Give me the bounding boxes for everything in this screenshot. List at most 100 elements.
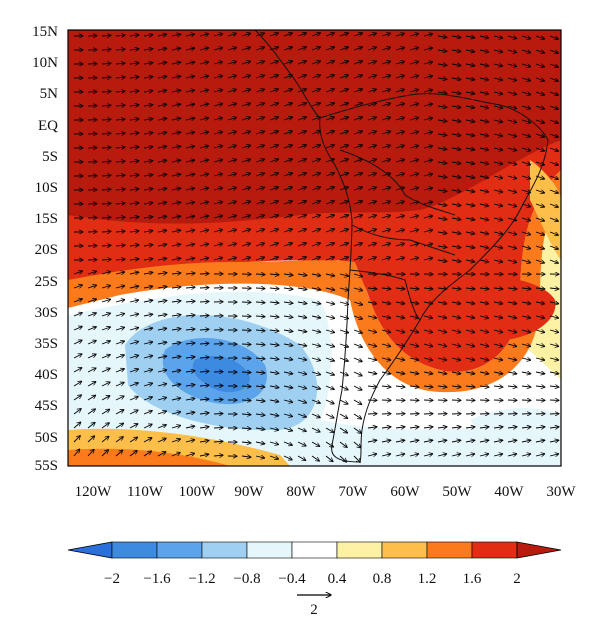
wind-vector (549, 105, 558, 109)
wind-vector (451, 36, 461, 38)
wind-vector (409, 104, 419, 107)
wind-vector (451, 204, 461, 206)
wind-vector (549, 288, 559, 289)
wind-vector (73, 299, 82, 303)
colorbar: −2 −1.6 −1.2 −0.8 −0.4 0.4 0.8 1.2 1.6 2 (67, 541, 562, 587)
wind-vector (325, 131, 335, 134)
wind-vector (521, 92, 531, 95)
wind-vector (395, 215, 405, 218)
wind-vector (479, 358, 489, 360)
wind-vector (535, 64, 545, 67)
wind-vector (325, 243, 335, 246)
wind-vector (409, 132, 419, 135)
wind-vector (185, 230, 195, 232)
wind-vector (255, 400, 265, 401)
wind-vector (437, 92, 447, 93)
wind-vector (143, 77, 153, 78)
wind-vector (283, 33, 293, 36)
wind-vector (115, 382, 124, 387)
wind-vector (297, 257, 307, 260)
wind-vector (479, 36, 489, 38)
wind-vector (143, 203, 153, 204)
wind-vector (101, 175, 111, 176)
wind-vector (423, 76, 433, 78)
coastline-south-america (319, 93, 549, 463)
wind-vector (507, 372, 517, 374)
wind-vector (507, 316, 517, 318)
wind-vector (241, 159, 251, 162)
wind-vector (101, 217, 111, 218)
wind-vector (493, 288, 503, 289)
wind-vector (101, 313, 111, 316)
wind-vector (157, 438, 166, 443)
wind-vector (115, 175, 125, 176)
wind-vector (115, 119, 125, 120)
wind-vector (297, 131, 307, 134)
wind-vector (549, 91, 558, 95)
wind-vector (507, 190, 517, 193)
wind-vector (507, 36, 517, 39)
wind-vector (395, 257, 405, 260)
wind-vector (115, 327, 125, 330)
wind-vector (437, 134, 447, 135)
wind-vector (185, 315, 195, 316)
wind-vector (115, 133, 125, 134)
wind-vector (353, 201, 363, 204)
wind-vector (367, 229, 377, 232)
wind-vector (171, 273, 181, 274)
wind-vector (479, 330, 489, 332)
wind-vector (423, 216, 433, 218)
wind-vector (339, 243, 349, 246)
wind-vector (213, 76, 223, 78)
wind-vector (185, 329, 195, 330)
wind-vector (269, 75, 279, 78)
wind-vector (507, 218, 517, 221)
wind-vector (87, 327, 96, 331)
wind-vector (101, 133, 111, 134)
wind-vector (185, 146, 195, 148)
wind-vector (451, 440, 461, 442)
wind-vector (535, 288, 545, 289)
wind-vector (311, 187, 321, 190)
wind-vector (493, 148, 503, 150)
wind-vector (549, 119, 558, 123)
wind-vector (171, 398, 181, 400)
wind-vector (535, 386, 545, 387)
wind-vector (353, 145, 363, 148)
wind-vector (157, 328, 167, 330)
map-frame (67, 29, 562, 467)
wind-vector (521, 148, 531, 151)
wind-vector (255, 75, 265, 78)
wind-vector (101, 189, 111, 190)
wind-vector (465, 344, 475, 346)
wind-vector (465, 106, 475, 108)
wind-vector (171, 34, 181, 36)
wind-vector (227, 229, 237, 232)
wind-vector (157, 188, 167, 190)
wind-vector (381, 89, 391, 92)
wind-vector (465, 260, 475, 262)
wind-vector (87, 341, 96, 345)
wind-vector (213, 188, 223, 190)
wind-vector (465, 78, 475, 80)
wind-vector (353, 89, 363, 92)
wind-vectors (73, 33, 559, 462)
wind-vector (227, 243, 237, 246)
wind-vector (395, 302, 405, 304)
wind-vector (227, 173, 237, 176)
wind-vector (339, 173, 349, 176)
wind-vector (87, 422, 95, 429)
wind-vector (297, 427, 306, 431)
wind-vector (73, 368, 82, 373)
wind-vector (507, 288, 517, 289)
wind-vector (437, 427, 447, 428)
wind-vector (283, 386, 293, 388)
wind-vector (381, 243, 391, 246)
wind-vector (269, 302, 279, 303)
wind-vector (521, 330, 531, 332)
wind-vector (311, 344, 321, 346)
wind-vector (325, 385, 334, 389)
wind-vector (311, 243, 321, 246)
wind-vector (269, 117, 279, 120)
wind-vector (353, 75, 363, 78)
